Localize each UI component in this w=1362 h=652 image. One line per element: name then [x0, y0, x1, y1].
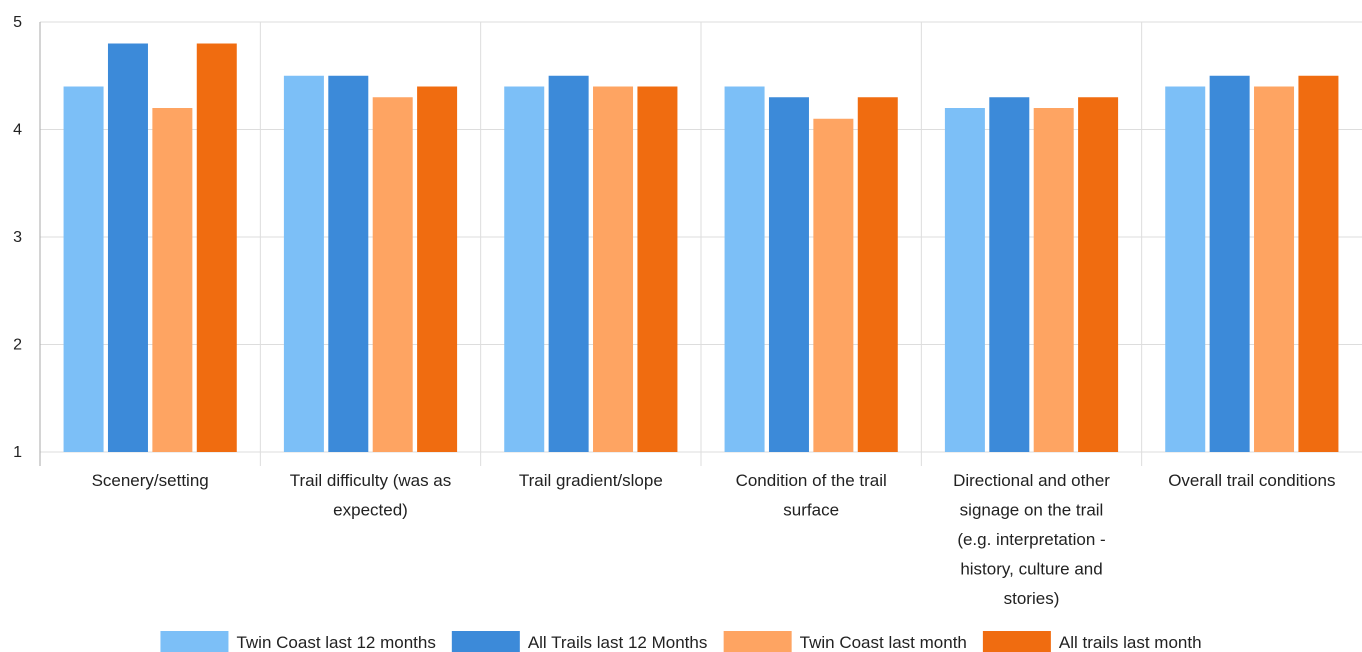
category-label: Scenery/setting — [92, 471, 209, 490]
legend-item: All trails last month — [983, 631, 1202, 652]
legend: Twin Coast last 12 months All Trails last… — [160, 631, 1201, 652]
category-label: Trail difficulty (was as expected) — [290, 471, 452, 520]
bar — [989, 97, 1029, 452]
y-tick-label: 3 — [13, 229, 22, 246]
category-label-line: Condition of the trail — [736, 471, 887, 490]
legend-item: All Trails last 12 Months — [452, 631, 708, 652]
legend-swatch — [724, 631, 792, 652]
category-label-line: surface — [783, 501, 839, 520]
legend-label: Twin Coast last 12 months — [236, 633, 435, 652]
bar — [769, 97, 809, 452]
bar — [858, 97, 898, 452]
category-label: Trail gradient/slope — [519, 471, 663, 490]
legend-item: Twin Coast last month — [724, 631, 967, 652]
bar — [417, 87, 457, 453]
bar — [1298, 76, 1338, 452]
category-label-line: expected) — [333, 501, 408, 520]
legend-label: All Trails last 12 Months — [528, 633, 708, 652]
bar — [152, 108, 192, 452]
bar — [197, 44, 237, 453]
category-label-line: signage on the trail — [960, 501, 1104, 520]
bar — [1034, 108, 1074, 452]
legend-label: Twin Coast last month — [800, 633, 967, 652]
y-tick-label: 5 — [13, 14, 22, 31]
y-tick-label: 4 — [13, 122, 22, 139]
bar — [64, 87, 104, 453]
bar — [549, 76, 589, 452]
legend-swatch — [160, 631, 228, 652]
category-label: Condition of the trail surface — [736, 471, 887, 520]
category-label-line: Directional and other — [953, 471, 1110, 490]
bar — [725, 87, 765, 453]
bar — [637, 87, 677, 453]
bar — [945, 108, 985, 452]
y-tick-label: 2 — [13, 337, 22, 354]
bar — [593, 87, 633, 453]
category-label-line: Trail gradient/slope — [519, 471, 663, 490]
bar — [284, 76, 324, 452]
category-labels: Scenery/setting Trail difficulty (was as e… — [92, 471, 1336, 608]
bar — [108, 44, 148, 453]
category-label-line: (e.g. interpretation - — [957, 530, 1105, 549]
grid-lines — [40, 22, 1362, 466]
bar — [1210, 76, 1250, 452]
category-label-line: Overall trail conditions — [1168, 471, 1335, 490]
category-label-line: Scenery/setting — [92, 471, 209, 490]
y-tick-labels: 1 2 3 4 5 — [13, 14, 22, 461]
legend-swatch — [452, 631, 520, 652]
bar — [1254, 87, 1294, 453]
legend-item: Twin Coast last 12 months — [160, 631, 435, 652]
legend-label: All trails last month — [1059, 633, 1202, 652]
category-label: Overall trail conditions — [1168, 471, 1335, 490]
category-label-line: stories) — [1004, 589, 1060, 608]
category-label: Directional and other signage on the trai… — [953, 471, 1110, 608]
y-tick-label: 1 — [13, 444, 22, 461]
bar — [328, 76, 368, 452]
category-label-line: history, culture and — [960, 560, 1102, 579]
bar — [1078, 97, 1118, 452]
legend-swatch — [983, 631, 1051, 652]
bar — [373, 97, 413, 452]
bar — [504, 87, 544, 453]
bar — [813, 119, 853, 452]
category-label-line: Trail difficulty (was as — [290, 471, 452, 490]
bar — [1165, 87, 1205, 453]
